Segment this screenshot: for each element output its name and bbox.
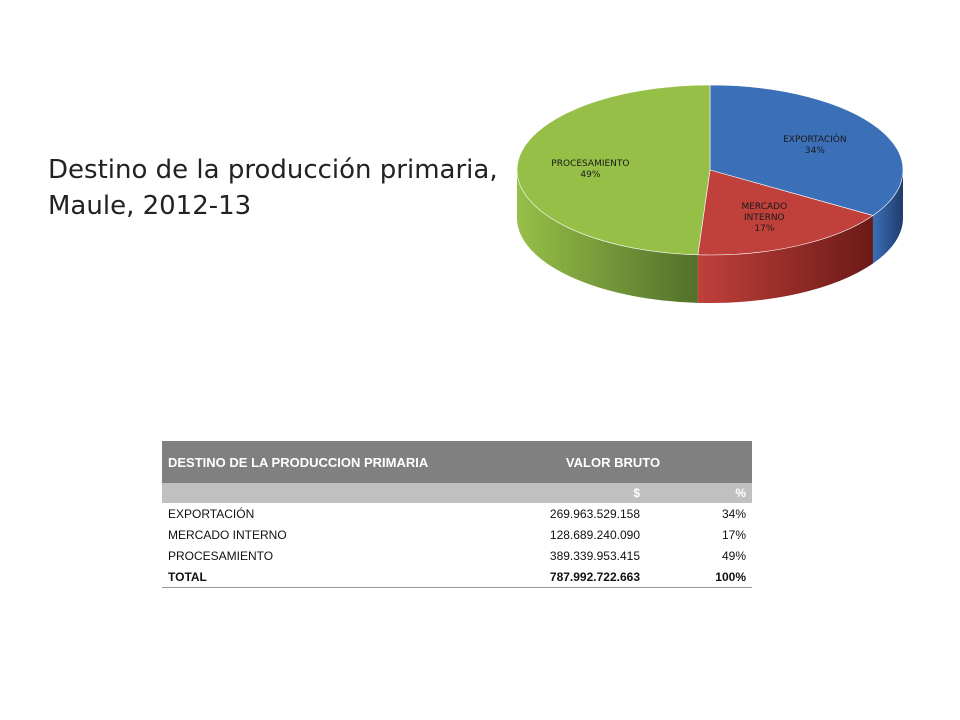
pie-slice-label: 49% <box>580 170 600 180</box>
slide-title-line-1: Destino de la producción primaria, <box>48 155 498 185</box>
subheader-percent: % <box>646 483 752 503</box>
production-table: DESTINO DE LA PRODUCCION PRIMARIA VALOR … <box>162 441 752 588</box>
slide-title: Destino de la producción primaria, Maule… <box>48 152 518 224</box>
table-row: EXPORTACIÓN 269.963.529.158 34% <box>162 503 752 524</box>
header-valor-bruto: VALOR BRUTO <box>474 441 752 483</box>
pie-slice-label: 34% <box>805 146 825 156</box>
total-value: 787.992.722.663 <box>474 566 646 588</box>
row-label: EXPORTACIÓN <box>168 506 255 521</box>
row-value: 269.963.529.158 <box>549 506 640 521</box>
row-value: 128.689.240.090 <box>549 527 640 542</box>
row-label: MERCADO INTERNO <box>168 527 287 542</box>
table-total-row: TOTAL 787.992.722.663 100% <box>162 566 752 588</box>
pie-slice-label: 17% <box>754 224 774 234</box>
table-header-row: DESTINO DE LA PRODUCCION PRIMARIA VALOR … <box>162 441 752 483</box>
slide-title-line-2: Maule, 2012-13 <box>48 191 252 221</box>
subheader-empty <box>162 483 474 503</box>
pie-slice-label: PROCESAMIENTO <box>551 159 629 169</box>
row-percent: 49% <box>721 548 746 563</box>
row-label: PROCESAMIENTO <box>168 548 274 563</box>
pie-slice-label: EXPORTACIÓN <box>783 133 847 145</box>
pie-slice-label: MERCADO <box>741 202 787 212</box>
pie-side-procesamiento <box>517 170 698 303</box>
table-subheader-row: $ % <box>162 483 752 503</box>
pie-slice-exportaci-n <box>709 84 904 216</box>
row-percent: 34% <box>721 506 746 521</box>
pie-side-mercado-interno <box>697 215 873 303</box>
subheader-currency: $ <box>474 483 646 503</box>
pie-slice-label: INTERNO <box>744 213 785 223</box>
total-label: TOTAL <box>162 566 474 588</box>
row-percent: 17% <box>721 527 746 542</box>
table-row: MERCADO INTERNO 128.689.240.090 17% <box>162 524 752 545</box>
row-value: 389.339.953.415 <box>549 548 640 563</box>
pie-side-exportaci-n <box>872 170 903 264</box>
table-row: PROCESAMIENTO 389.339.953.415 49% <box>162 545 752 566</box>
pie-slice-mercado-interno <box>697 169 874 256</box>
total-percent: 100% <box>646 566 752 588</box>
header-destino: DESTINO DE LA PRODUCCION PRIMARIA <box>162 441 474 483</box>
pie-slice-procesamiento <box>516 84 711 256</box>
